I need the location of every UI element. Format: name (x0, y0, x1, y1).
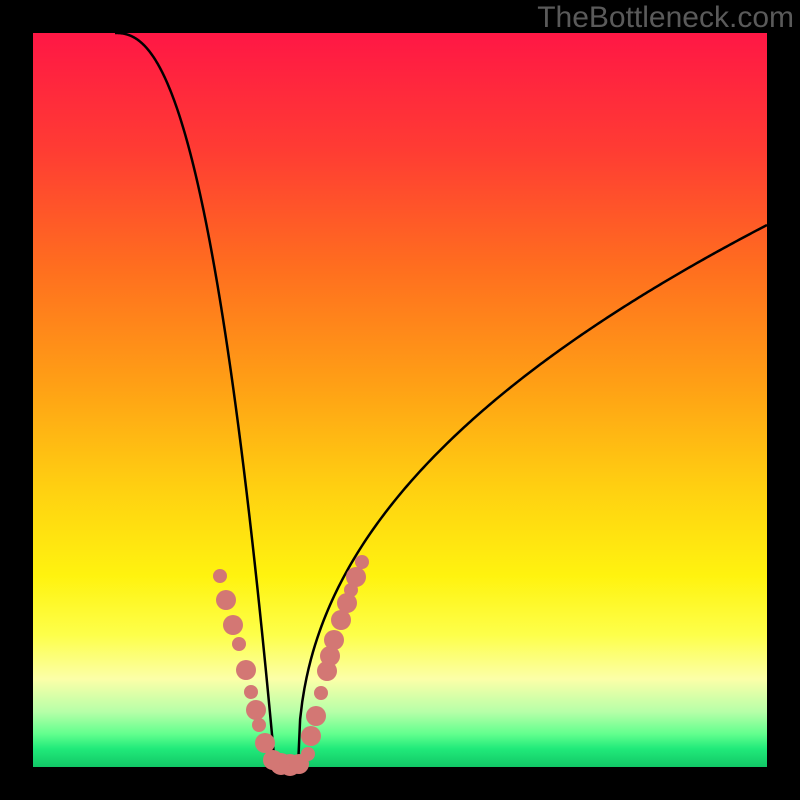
marker-point (244, 685, 258, 699)
plot-background-gradient (33, 33, 767, 767)
marker-point (324, 630, 344, 650)
marker-point (301, 747, 315, 761)
marker-point (246, 700, 266, 720)
watermark-text: TheBottleneck.com (537, 1, 794, 35)
marker-point (255, 733, 275, 753)
bottleneck-chart (0, 0, 800, 800)
marker-point (314, 686, 328, 700)
chart-container: TheBottleneck.com (0, 0, 800, 800)
marker-point (346, 567, 366, 587)
marker-point (355, 555, 369, 569)
marker-point (306, 706, 326, 726)
marker-point (213, 569, 227, 583)
marker-point (216, 590, 236, 610)
marker-point (301, 726, 321, 746)
marker-point (331, 610, 351, 630)
marker-point (252, 718, 266, 732)
marker-point (236, 660, 256, 680)
marker-point (232, 637, 246, 651)
marker-point (223, 615, 243, 635)
